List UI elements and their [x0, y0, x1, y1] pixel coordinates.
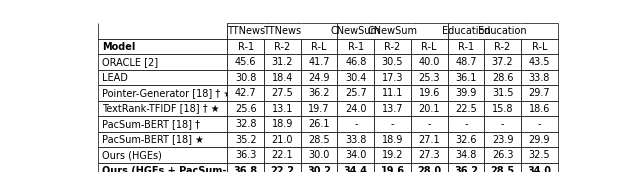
Text: Education: Education — [478, 26, 527, 36]
Text: TTNews: TTNews — [263, 26, 301, 36]
Text: CNewSum: CNewSum — [367, 26, 417, 36]
